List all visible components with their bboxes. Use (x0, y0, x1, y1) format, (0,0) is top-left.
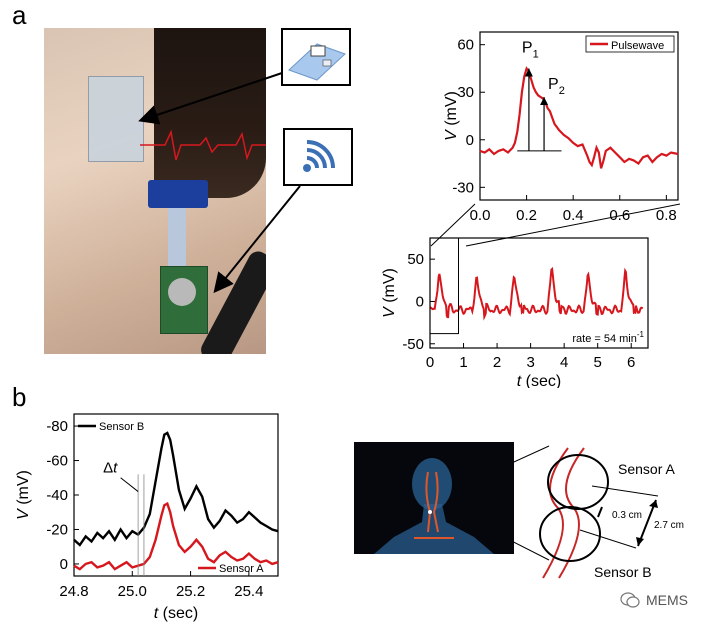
y-tick-label: -60 (46, 453, 68, 470)
p2-label: P2 (548, 76, 565, 97)
x-tick-label: 24.8 (59, 583, 88, 600)
x-tick-label: 0 (426, 354, 434, 371)
y-axis-label: V (mV) (381, 268, 398, 318)
x-tick-label: 25.0 (118, 583, 147, 600)
sensor-a-line (73, 501, 279, 571)
y-tick-label: 0 (60, 556, 68, 573)
y-axis-label: V (mV) (15, 470, 32, 520)
y-tick-label: -20 (46, 521, 68, 538)
legend-label-a: Sensor A (219, 563, 264, 575)
neck-photo (44, 28, 266, 354)
p1-label: P1 (522, 40, 539, 61)
distance-small-arrow (597, 506, 603, 518)
patch-icon-box (281, 28, 351, 86)
x-tick-label: 4 (560, 354, 568, 371)
artery-left (542, 447, 569, 579)
delta-t-label: Δt (103, 460, 118, 477)
body-illustration (354, 442, 514, 554)
x-tick-label: 25.4 (234, 583, 263, 600)
x-tick-label: 25.2 (176, 583, 205, 600)
sensor-placement-diagram: Sensor A Sensor B 0.3 cm 2.7 cm (539, 447, 684, 580)
x-tick-label: 5 (594, 354, 602, 371)
y-tick-label: -80 (46, 418, 68, 435)
watermark: MEMS (620, 592, 688, 608)
y-tick-label: -40 (46, 487, 68, 504)
y-tick-label: -30 (452, 179, 474, 196)
plot-frame (429, 237, 649, 349)
y-tick-label: 30 (457, 84, 474, 101)
panel-a-label: a (12, 0, 27, 30)
y-tick-label: 0 (466, 132, 474, 149)
delta-t-pointer (120, 477, 139, 492)
zoom-window (429, 237, 460, 335)
legend-box (585, 35, 675, 53)
wireless-icon (303, 140, 335, 172)
watermark-text: MEMS (646, 592, 688, 608)
wireless-icon-box (283, 128, 353, 186)
x-axis-label: t (sec) (154, 605, 198, 622)
sensor-b-leader (579, 529, 637, 549)
p1-arrowhead (524, 68, 533, 77)
sensor-ab-chart: -80 -60 -40 -20 0 24.8 25.0 25.2 25.4 V (mV) t (se… (15, 413, 279, 622)
pulsewave-zoom-chart: 60 30 0 -30 0.0 0.2 0.4 0.6 0.8 V (mV) P1 P2 Pulsewa… (443, 31, 679, 224)
pulsewave-line (479, 66, 679, 169)
legend: Pulsewave (585, 35, 675, 53)
flex-cable (168, 206, 186, 274)
legend-label-b: Sensor B (99, 421, 144, 433)
sensor-b-circle (539, 506, 601, 562)
hair-region (154, 28, 266, 198)
x-tick-label: 1 (459, 354, 467, 371)
legend-label: Pulsewave (611, 40, 664, 52)
sensor-a-leader (591, 485, 659, 497)
blue-connector (148, 180, 208, 208)
y-tick-label: 60 (457, 37, 474, 54)
sensor-a-label: Sensor A (618, 461, 675, 477)
panel-b-label: b (12, 382, 27, 412)
p2-arrowhead (540, 96, 549, 105)
head-neck-illustration (374, 458, 494, 554)
coin-battery (168, 278, 196, 306)
x-tick-label: 0.4 (563, 207, 584, 224)
plot-frame (73, 413, 279, 577)
plot-frame (479, 31, 679, 201)
pulse-sensor-patch (88, 76, 144, 162)
y-tick-label: -50 (402, 336, 424, 353)
rate-label: rate = 54 min-1 (572, 330, 644, 345)
x-tick-label: 0.8 (656, 207, 677, 224)
pulsewave-long-line (429, 266, 644, 321)
x-tick-label: 3 (526, 354, 534, 371)
x-tick-label: 0.2 (516, 207, 537, 224)
pulsewave-long-chart: 500-500 1 2 3 4 5 6V (mV)t (sec)rate = 54 min-… (381, 237, 649, 388)
sensor-b-label: Sensor B (594, 564, 652, 580)
distance-large-label: 2.7 cm (654, 520, 684, 531)
x-tick-label: 6 (627, 354, 635, 371)
sensor-b-line (73, 431, 279, 547)
x-axis-label: t (sec) (517, 373, 561, 388)
wechat-icon (620, 592, 640, 608)
x-tick-label: 0.6 (609, 207, 630, 224)
distance-small-label: 0.3 cm (612, 510, 642, 521)
x-tick-label: 2 (493, 354, 501, 371)
patch-icon (288, 43, 346, 81)
y-tick-label: 50 (407, 251, 424, 268)
sensor-a-circle (547, 454, 609, 510)
x-tick-label: 0.0 (470, 207, 491, 224)
y-axis-label: V (mV) (443, 91, 460, 141)
y-tick-label: 0 (416, 293, 424, 310)
